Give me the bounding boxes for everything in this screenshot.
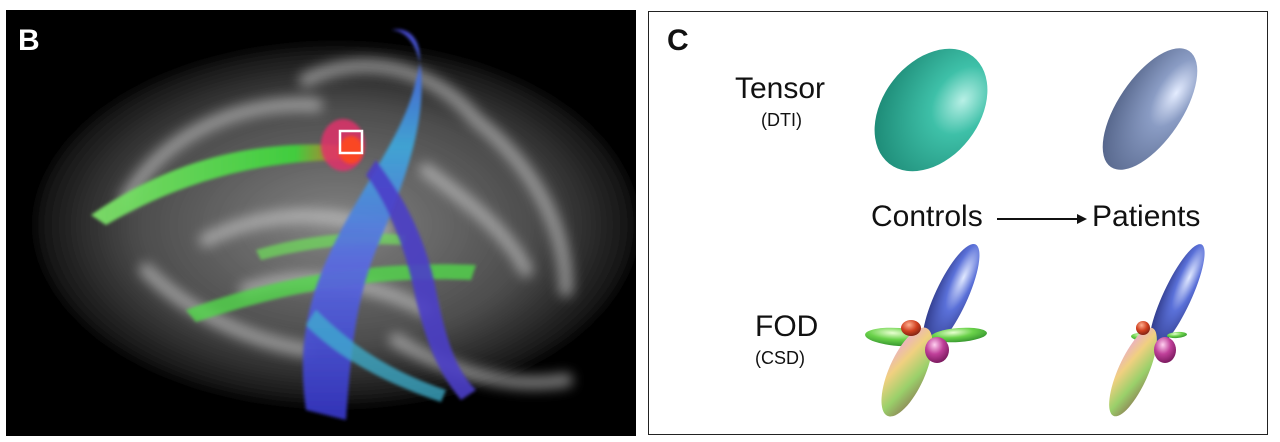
panel-label-c: C (667, 24, 689, 57)
fod-controls-glyph (865, 244, 987, 417)
diagram-graphics (865, 48, 1205, 417)
brain-tractography-image (36, 29, 636, 421)
tensor-sublabel: (DTI) (761, 110, 802, 130)
roi-box (338, 129, 364, 155)
tensor-fod-diagram: C Tensor (DTI) Controls Patients FOD (CS… (648, 11, 1268, 435)
tensor-label: Tensor (735, 72, 826, 105)
fod-patients-glyph (1109, 244, 1205, 417)
fod-label: FOD (755, 310, 819, 343)
panel-label-b: B (18, 24, 40, 57)
controls-label: Controls (871, 200, 983, 233)
patients-label: Patients (1092, 200, 1201, 233)
arrow-icon (997, 214, 1087, 224)
tractography-panel: B (6, 10, 636, 436)
tensor-controls-ellipsoid (874, 48, 988, 172)
tensor-patients-ellipsoid (1102, 48, 1198, 170)
fod-sublabel: (CSD) (755, 348, 805, 368)
